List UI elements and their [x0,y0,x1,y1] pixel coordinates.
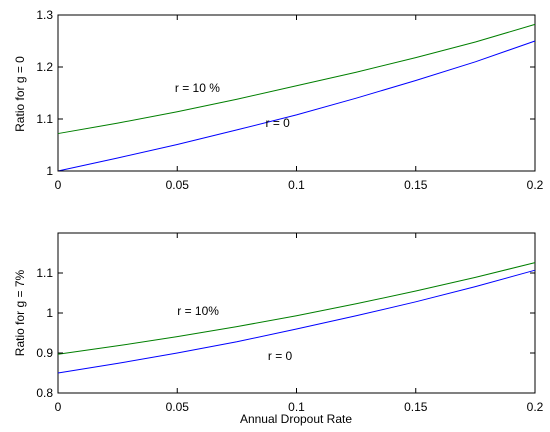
bottom-y-tick-label: 1 [46,306,53,320]
top-series-line-0 [57,23,536,135]
top-x-tick-label: 0.1 [288,178,305,192]
top-series-line-1 [57,40,536,172]
bottom-series-line-1 [57,269,536,374]
bottom-x-ticks: 0 0.05 0.1 0.15 0.2 [55,233,544,414]
top-x-tick-label: 0.2 [527,178,544,192]
top-plot-frame [57,14,536,172]
bottom-x-tick-label: 0 [55,400,62,414]
top-y-axis-label: Ratio for g = 0 [13,56,27,132]
top-y-tick-label: 1.3 [36,8,53,22]
top-y-ticks: 1 1.1 1.2 1.3 [36,8,535,178]
bottom-series-annotation-0: r = 10% [177,304,219,318]
bottom-series-line-0 [57,262,536,355]
bottom-y-tick-label: 0.9 [36,346,53,360]
top-y-tick-label: 1 [46,164,53,178]
bottom-x-tick-label: 0.2 [527,400,544,414]
top-series-annotation-0: r = 10 % [175,81,220,95]
top-chart-panel: 0 0.05 0.1 0.15 0.2 1 1.1 1.2 1.3 r = 10 % r = 0… [13,8,544,192]
bottom-y-tick-label: 1.1 [36,266,53,280]
top-annotations: r = 10 % r = 0 [175,81,290,130]
bottom-x-tick-label: 0.15 [404,400,428,414]
top-x-tick-label: 0 [55,178,62,192]
bottom-x-axis-label: Annual Dropout Rate [240,412,352,426]
top-series-layer [57,23,536,172]
bottom-x-tick-label: 0.05 [166,400,190,414]
top-x-tick-label: 0.05 [166,178,190,192]
bottom-plot-frame [57,232,536,394]
bottom-y-ticks: 0.8 0.9 1 1.1 [36,266,535,400]
bottom-chart-panel: 0 0.05 0.1 0.15 0.2 0.80.911.1 r = 10%r = 0 … [13,232,544,426]
bottom-series-annotation-1: r = 0 [268,349,293,363]
bottom-y-axis-label: Ratio for g = 7% [13,269,27,356]
bottom-x-tick-label: 0.1 [288,400,305,414]
bottom-y-tick-label: 0.8 [36,386,53,400]
bottom-annotations: r = 10% r = 0 [177,304,292,363]
top-y-tick-label: 1.2 [36,60,53,74]
bottom-series-layer [57,262,536,374]
top-x-ticks: 0 0.05 0.1 0.15 0.2 [55,15,544,192]
top-x-tick-label: 0.15 [404,178,428,192]
top-y-tick-label: 1.1 [36,112,53,126]
top-series-annotation-1: r = 0 [265,116,290,130]
